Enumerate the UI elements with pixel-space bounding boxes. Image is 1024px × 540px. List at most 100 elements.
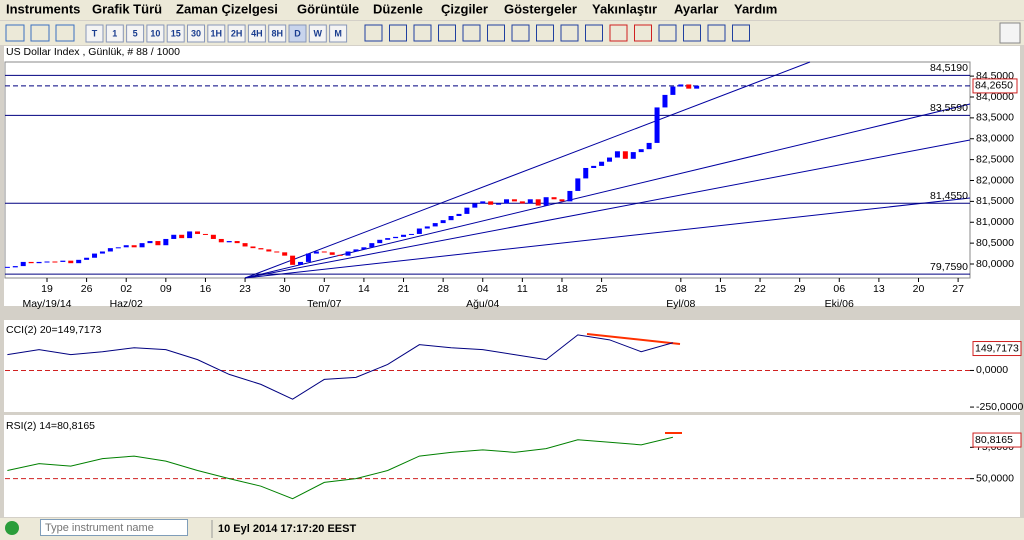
month-label: Haz/02 [110,298,143,310]
tool-icon[interactable] [585,24,603,42]
menu-item[interactable]: Göstergeler [504,1,577,16]
tool-icon[interactable] [30,24,50,42]
candle [377,239,383,244]
candle [678,84,684,87]
candle [107,248,113,252]
period-button[interactable] [247,24,266,43]
tool-icon[interactable] [707,24,726,42]
candle [464,207,470,214]
month-label: Eki/06 [825,298,854,310]
candle [638,149,644,153]
candle [187,231,193,239]
level-label: 83,5590 [930,102,968,114]
candle [313,251,319,254]
period-label[interactable]: 5 [133,28,138,38]
menu-bar [0,0,1024,20]
tool-icon[interactable] [560,24,579,42]
period-button[interactable] [187,24,205,43]
instrument-search[interactable] [40,519,188,536]
period-label[interactable]: 1 [112,28,117,38]
status-bar [0,518,1024,540]
trend-line [244,61,811,279]
period-label[interactable]: 30 [191,28,201,38]
period-button[interactable] [166,24,185,43]
period-button[interactable] [146,24,165,43]
menu-item[interactable]: Yakınlaştır [592,1,657,16]
period-label[interactable]: W [314,28,323,38]
candle [630,152,636,159]
period-button[interactable] [227,24,246,43]
tool-icon[interactable] [413,24,432,42]
y-tick-label: 81,0000 [976,216,1014,228]
menu-item[interactable]: Görüntüle [297,1,359,16]
current-value-box [972,341,1022,357]
month-label: Tem/07 [307,298,342,310]
pin-button[interactable] [999,22,1021,44]
candle [84,257,90,260]
candle [575,178,581,191]
candle [480,201,486,204]
menu-item[interactable]: Düzenle [373,1,423,16]
tool-icon[interactable] [55,24,75,42]
period-label[interactable]: 8H [271,28,283,38]
candle [591,165,597,168]
y-tick-label: 80,5000 [976,237,1014,249]
chart-title: US Dollar Index , Günlük, # 88 / 1000 [6,46,180,58]
candle [393,236,399,239]
tool-icon[interactable] [487,24,505,42]
candle [36,261,42,264]
menu-item[interactable]: Çizgiler [441,1,488,16]
period-button[interactable] [329,24,348,43]
candle [226,241,232,243]
rsi-panel [4,415,1020,517]
period-button[interactable] [207,24,226,43]
candle [607,157,613,162]
plot-frame [4,61,971,279]
y-tick-label: -250,0000 [976,401,1023,413]
period-button[interactable] [126,24,145,43]
period-button[interactable] [288,24,307,43]
candle [92,253,98,258]
period-label[interactable]: 4H [251,28,263,38]
menu-item[interactable]: Ayarlar [674,1,718,16]
tool-icon[interactable] [683,24,701,42]
menu-item[interactable]: Yardım [734,1,777,16]
tool-icon[interactable] [364,24,383,42]
tool-icon[interactable] [634,24,652,42]
x-tick-label: 06 [833,283,845,295]
menu-item[interactable]: Grafik Türü [92,1,162,16]
candle [369,243,375,248]
candle [68,260,74,264]
menu-item[interactable]: Zaman Çizelgesi [176,1,278,16]
tool-icon[interactable] [389,24,407,42]
period-label[interactable]: T [92,28,98,38]
period-label[interactable]: D [294,28,301,38]
tool-icon[interactable] [5,24,25,42]
tool-icon[interactable] [609,24,628,42]
period-button[interactable] [268,24,287,43]
month-label: May/19/14 [22,298,71,310]
tool-icon[interactable] [511,24,530,42]
candle [662,94,668,108]
tool-icon[interactable] [658,24,677,42]
period-button[interactable] [85,24,104,43]
period-label[interactable]: 1H [211,28,223,38]
candle [432,223,438,227]
candle [385,238,391,240]
tool-icon[interactable] [438,24,456,42]
period-button[interactable] [308,24,327,43]
candle [155,241,161,246]
menu-item[interactable]: Instruments [6,1,80,16]
period-label[interactable]: M [334,28,342,38]
period-button[interactable] [105,24,124,43]
tool-icon[interactable] [732,24,750,42]
x-tick-label: 25 [596,283,608,295]
candle [131,245,137,248]
period-label[interactable]: 10 [150,28,160,38]
tool-icon[interactable] [536,24,554,42]
period-label[interactable]: 15 [171,28,181,38]
period-label[interactable]: 2H [231,28,243,38]
candle [559,199,565,202]
tool-icon[interactable] [462,24,481,42]
candle [519,201,525,204]
